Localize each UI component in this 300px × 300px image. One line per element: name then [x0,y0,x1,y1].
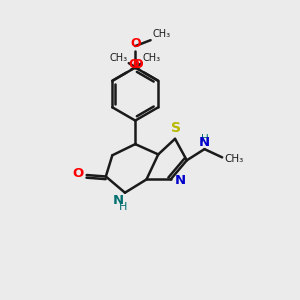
Text: O: O [128,58,139,71]
Text: N: N [113,194,124,208]
Text: H: H [118,202,127,212]
Text: CH₃: CH₃ [110,52,128,62]
Text: CH₃: CH₃ [224,154,243,164]
Text: O: O [73,167,84,180]
Text: O: O [132,58,142,71]
Text: O: O [130,37,141,50]
Text: S: S [172,121,182,135]
Text: CH₃: CH₃ [143,52,161,62]
Text: N: N [199,136,210,148]
Text: N: N [175,173,186,187]
Text: H: H [201,134,208,144]
Text: CH₃: CH₃ [152,29,170,39]
